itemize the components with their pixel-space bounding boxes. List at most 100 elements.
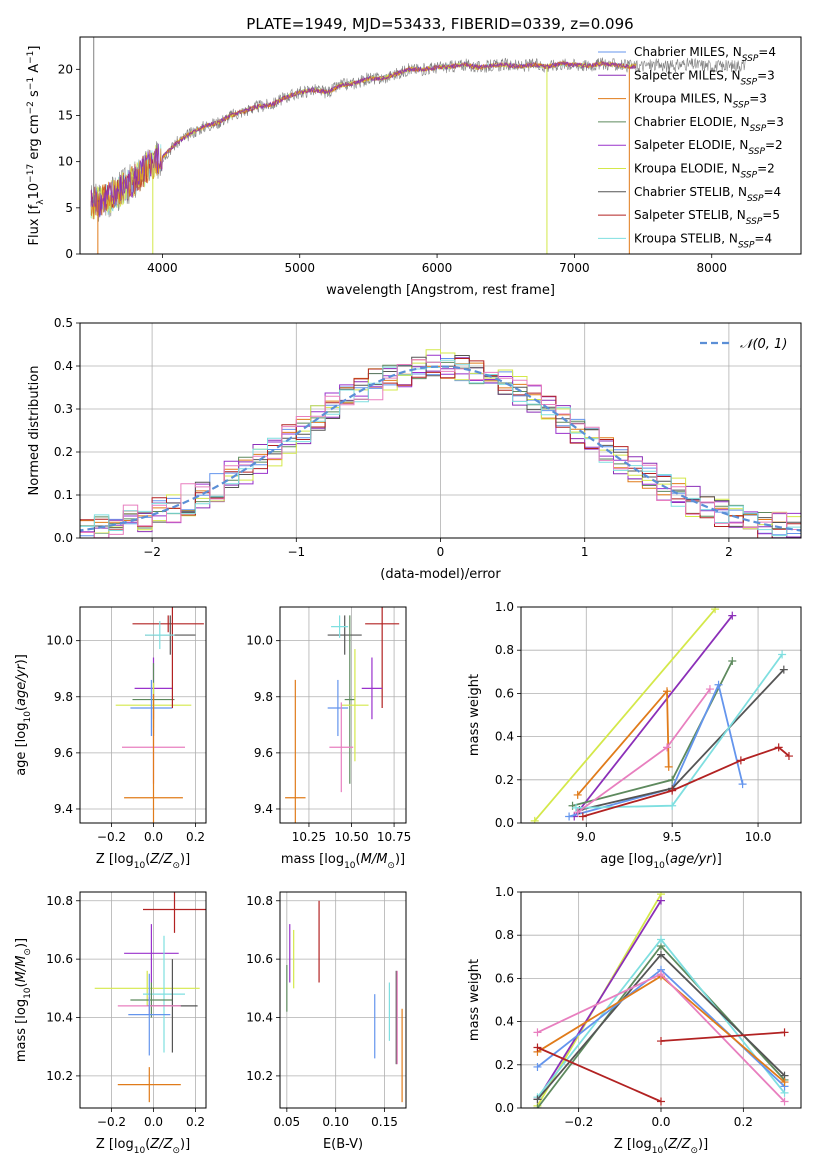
x-tick-label: −0.2 bbox=[97, 1115, 126, 1129]
text-part: ( bbox=[145, 852, 150, 867]
spectrum-panel: 4000 5000 6000 7000 8000 0 5 10 15 20 wavelength [… bbox=[26, 36, 802, 298]
series-line bbox=[536, 900, 662, 1100]
y-axis-label: mass weight bbox=[467, 959, 482, 1041]
series-marker bbox=[578, 812, 587, 821]
series-marker bbox=[657, 1037, 665, 1046]
spectrum-series-line bbox=[90, 60, 637, 218]
text-part: =2 bbox=[757, 162, 775, 176]
errorbar-point bbox=[130, 982, 173, 1018]
text-part: )] bbox=[14, 938, 29, 948]
series-line bbox=[577, 688, 711, 813]
spectrum-series-line bbox=[90, 61, 636, 219]
legend-label: Kroupa MILES, NSSP=3 bbox=[634, 92, 767, 111]
text-part: Kroupa STELIB, N bbox=[634, 231, 738, 245]
x-tick-label: 5000 bbox=[284, 261, 315, 275]
series-line bbox=[660, 1031, 785, 1042]
line-body bbox=[533, 892, 789, 1108]
y-tick-label: 10.8 bbox=[46, 894, 73, 908]
text-part: erg cm bbox=[27, 114, 42, 163]
text-part: =5 bbox=[762, 208, 780, 222]
y-tick-label: 0.4 bbox=[495, 1015, 514, 1029]
series-marker bbox=[657, 935, 665, 944]
text-part: ⊙ bbox=[172, 861, 180, 871]
series-marker bbox=[657, 1097, 665, 1106]
y-axis-label: mass [log10(M/M⊙)] bbox=[14, 938, 33, 1062]
errorbar-point bbox=[124, 693, 183, 823]
series-marker bbox=[780, 1097, 789, 1106]
age-vs-mass-panel: 10.25 10.50 10.75 9.4 9.6 9.8 10.0 mass [log10(… bbox=[246, 606, 411, 871]
series-marker bbox=[779, 665, 788, 674]
series-marker bbox=[668, 801, 677, 810]
legend: 𝒩(0, 1) bbox=[700, 337, 787, 352]
text-part: SSP bbox=[733, 101, 750, 111]
y-axis-label: Flux [fλ10−17 erg cm−2 s−1 A−1] bbox=[26, 46, 46, 246]
x-tick-label: 10.0 bbox=[745, 830, 772, 844]
text-part: SSP bbox=[741, 171, 758, 181]
y-tick-label: 0.0 bbox=[495, 1101, 514, 1115]
x-axis-label: wavelength [Angstrom, rest frame] bbox=[326, 283, 555, 298]
errorbar-point bbox=[365, 607, 400, 708]
x-tick-label: 0.10 bbox=[322, 1115, 349, 1129]
massweight-vs-z-panel: −0.2 0.0 0.2 0.0 0.2 0.4 0.6 0.8 1.0 Z [log10(Z/Z… bbox=[467, 885, 802, 1156]
series-marker bbox=[533, 1062, 542, 1071]
x-tick-label: 0.15 bbox=[371, 1115, 398, 1129]
y-axis-label: Normed distribution bbox=[27, 366, 42, 496]
y-tick-label: 9.8 bbox=[254, 690, 273, 704]
y-tick-label: 0.0 bbox=[495, 816, 514, 830]
y-tick-label: 0.6 bbox=[495, 971, 514, 985]
x-tick-label: 9.0 bbox=[577, 830, 596, 844]
series-marker bbox=[668, 775, 677, 784]
text-part: s bbox=[27, 90, 42, 101]
series-marker bbox=[533, 1043, 542, 1052]
line-body bbox=[530, 607, 793, 823]
x-tick-label: 0 bbox=[437, 545, 445, 559]
text-part: ⊙ bbox=[23, 948, 33, 956]
text-part: Salpeter STELIB, N bbox=[634, 208, 746, 222]
errorbar-point bbox=[145, 621, 175, 650]
text-part: −1 bbox=[26, 77, 36, 90]
errorbar-point bbox=[327, 679, 349, 737]
legend-label: Chabrier MILES, NSSP=4 bbox=[634, 45, 776, 64]
series-marker bbox=[533, 1095, 542, 1104]
text-part: 10 bbox=[27, 183, 42, 200]
text-part: mass [log bbox=[14, 999, 29, 1062]
axes-frame bbox=[79, 322, 802, 539]
text-part: Chabrier MILES, N bbox=[634, 45, 742, 59]
text-part: ⊙ bbox=[172, 1146, 180, 1156]
axes-frame bbox=[279, 606, 407, 824]
text-part: 10 bbox=[23, 987, 33, 999]
text-part: −1 bbox=[26, 51, 36, 64]
text-part: =3 bbox=[749, 92, 767, 106]
x-tick-label: 7000 bbox=[559, 261, 590, 275]
y-tick-label: 10.0 bbox=[46, 634, 73, 648]
series-marker bbox=[738, 780, 747, 789]
errorbar-body bbox=[286, 900, 403, 1103]
y-tick-label: 9.6 bbox=[54, 746, 73, 760]
x-tick-label: 9.5 bbox=[663, 830, 682, 844]
text-part: −17 bbox=[26, 164, 36, 183]
x-tick-label: 6000 bbox=[422, 261, 453, 275]
errorbar-point bbox=[331, 615, 349, 638]
series-marker bbox=[728, 611, 737, 620]
text-part: SSP bbox=[738, 240, 755, 250]
legend-label: Salpeter STELIB, NSSP=5 bbox=[634, 208, 780, 227]
series-marker bbox=[784, 752, 793, 761]
text-part: Z [log bbox=[96, 852, 134, 867]
errorbar-point bbox=[132, 615, 204, 633]
text-part: 10 bbox=[344, 861, 356, 871]
text-part: =4 bbox=[754, 231, 772, 245]
errorbar-point bbox=[329, 702, 354, 793]
text-part: age/yr bbox=[670, 852, 713, 867]
text-part: M/M bbox=[14, 956, 29, 983]
y-tick-label: 1.0 bbox=[495, 885, 514, 899]
series-marker bbox=[571, 803, 580, 812]
series-line bbox=[534, 608, 716, 822]
errorbar-point bbox=[341, 649, 369, 762]
series-marker bbox=[530, 816, 539, 823]
text-part: age/yr bbox=[14, 663, 29, 706]
legend-label: 𝒩(0, 1) bbox=[740, 337, 787, 352]
mass-vs-ebv-panel: 0.05 0.10 0.15 10.2 10.4 10.6 10.8 E(B-V) bbox=[246, 891, 407, 1152]
histogram-body bbox=[80, 349, 801, 538]
x-tick-label: 10.50 bbox=[334, 830, 368, 844]
x-tick-label: 0.2 bbox=[186, 830, 205, 844]
